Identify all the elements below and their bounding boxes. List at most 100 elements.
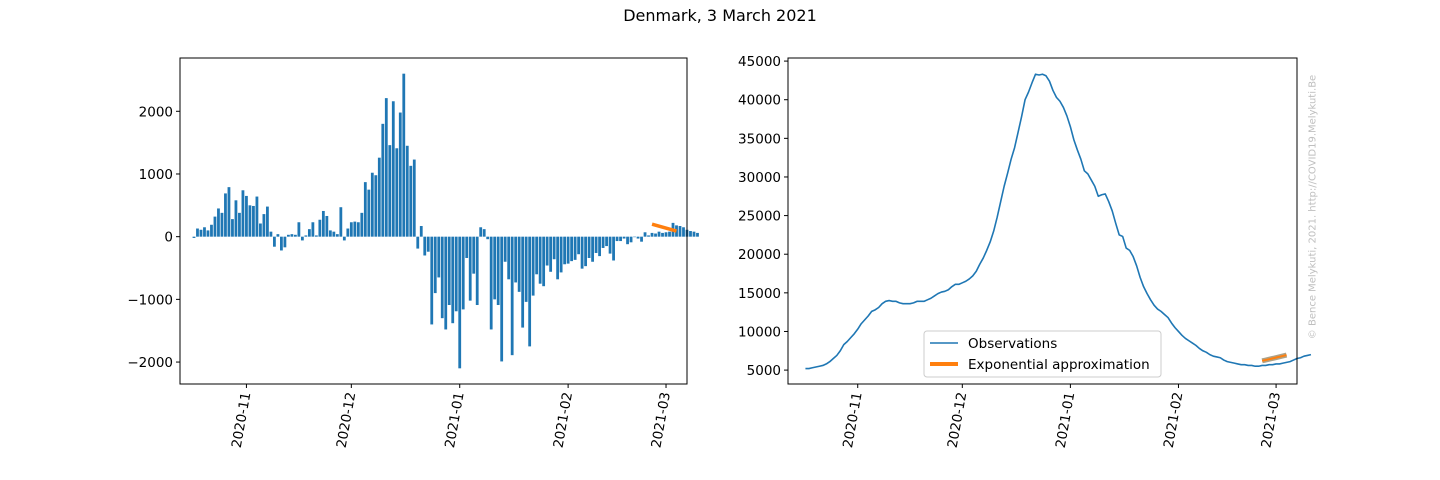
bar xyxy=(416,236,420,249)
bar xyxy=(573,236,577,260)
bar xyxy=(584,236,587,267)
bar xyxy=(318,219,322,237)
bar xyxy=(615,236,619,242)
bar xyxy=(280,236,283,251)
y-tick-label: 35000 xyxy=(738,131,781,147)
exponential-fit-line xyxy=(1261,354,1287,362)
bar xyxy=(587,236,591,258)
credit-watermark: © Bence Melykuti, 2021. http://COVID19.M… xyxy=(1307,74,1319,340)
bar xyxy=(245,195,248,237)
bar xyxy=(290,234,294,237)
bar xyxy=(426,236,430,252)
bar xyxy=(360,212,364,237)
bar xyxy=(293,234,297,237)
bar xyxy=(363,182,367,237)
bar xyxy=(566,236,570,264)
y-tick-label: 30000 xyxy=(738,170,781,186)
bar xyxy=(493,236,497,300)
bar xyxy=(269,231,273,237)
bar xyxy=(458,236,462,369)
bar xyxy=(535,236,539,275)
legend-label-exponential: Exponential approximation xyxy=(968,357,1150,373)
y-tick-label: 0 xyxy=(164,230,173,246)
bar xyxy=(580,236,584,269)
bar xyxy=(248,205,252,237)
bar xyxy=(629,236,633,243)
daily-change-bar-chart: −2000 −1000 0 1000 2000 2020-11 2020-12 2021-01… xyxy=(127,57,699,449)
bar xyxy=(335,234,339,237)
bar xyxy=(395,148,399,237)
bar xyxy=(238,212,241,237)
bar xyxy=(412,159,416,237)
axes-frame xyxy=(787,57,1298,385)
y-tick-label: 15000 xyxy=(738,286,781,302)
bar xyxy=(398,112,402,237)
bar xyxy=(461,236,465,310)
bar xyxy=(479,227,483,237)
bar xyxy=(276,234,280,237)
bar xyxy=(643,232,647,237)
bar xyxy=(692,231,696,237)
bar xyxy=(206,230,210,237)
bar xyxy=(353,221,357,237)
bar xyxy=(210,224,213,237)
bar xyxy=(696,232,699,237)
figure-title: Denmark, 3 March 2021 xyxy=(623,6,817,25)
bar xyxy=(517,236,521,292)
bar xyxy=(384,98,388,237)
bar xyxy=(437,236,441,278)
bar xyxy=(577,236,581,255)
bar xyxy=(377,157,381,237)
observations-line xyxy=(805,73,1312,370)
legend-box xyxy=(923,330,1162,378)
bar xyxy=(545,236,549,266)
bar xyxy=(346,228,350,237)
bar xyxy=(321,210,325,237)
y-tick-label: −2000 xyxy=(127,355,173,371)
bar xyxy=(682,227,685,237)
bar xyxy=(661,232,664,237)
bar xyxy=(273,236,276,247)
bar xyxy=(556,236,560,280)
bar xyxy=(304,235,308,237)
bar xyxy=(594,236,598,253)
bar xyxy=(402,73,406,237)
bar xyxy=(507,236,511,280)
bar xyxy=(339,207,343,237)
bar xyxy=(647,235,650,237)
bar xyxy=(689,231,692,237)
bar xyxy=(538,236,542,284)
bar xyxy=(654,233,657,237)
bar xyxy=(591,236,594,262)
bar xyxy=(367,189,371,237)
bar xyxy=(563,236,567,265)
y-tick-label: 45000 xyxy=(738,54,781,70)
bar xyxy=(217,208,220,237)
bar xyxy=(381,123,385,237)
bar xyxy=(423,236,427,256)
bar xyxy=(531,236,535,296)
bar xyxy=(199,229,203,237)
bar xyxy=(514,236,518,283)
y-tick-label: 10000 xyxy=(738,324,781,340)
y-tick-label: 25000 xyxy=(738,209,781,225)
bar xyxy=(475,236,479,306)
x-tick-label: 2021-03 xyxy=(1258,391,1284,449)
bar xyxy=(619,236,622,242)
bar xyxy=(678,226,682,237)
bar xyxy=(192,236,196,238)
bar xyxy=(465,236,469,258)
bar xyxy=(447,236,451,306)
bar xyxy=(605,236,608,247)
bar xyxy=(213,216,217,237)
bar xyxy=(472,236,476,274)
bar xyxy=(601,236,605,248)
bar xyxy=(521,236,525,328)
bar xyxy=(332,231,336,237)
bar xyxy=(440,236,444,319)
bar xyxy=(622,236,626,239)
bar xyxy=(496,236,500,306)
x-tick-label: 2020-12 xyxy=(945,391,971,449)
bar xyxy=(444,236,448,330)
